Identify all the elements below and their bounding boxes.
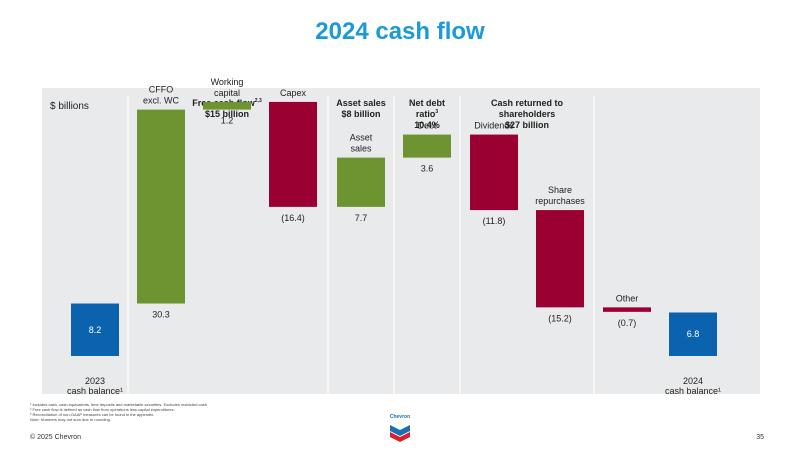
page-title: 2024 cash flow xyxy=(315,18,485,45)
footnote-2: ² Free cash flow is defined as cash flow… xyxy=(30,407,175,412)
bar-label-8-line-2: repurchases xyxy=(535,196,585,206)
group-superscript-3: 3 xyxy=(435,109,438,115)
unit-label: $ billions xyxy=(50,101,89,112)
bar-label-9-line-1: Other xyxy=(616,293,639,303)
footnotes: ¹ Includes cash, cash equivalents, time … xyxy=(30,402,207,422)
bar-label-5-line-2: sales xyxy=(350,144,372,154)
bar-value-1: 8.2 xyxy=(89,325,102,335)
bar-label-6-line-1: Debt xyxy=(417,121,437,131)
bar-5 xyxy=(337,157,385,207)
bar-label-5-line-1: Asset xyxy=(350,133,373,143)
chevron-logo-icon xyxy=(390,425,410,442)
bar-value-3: 1.2 xyxy=(221,116,234,126)
bar-label-1-line-1: 2023 xyxy=(85,376,105,386)
bar-4 xyxy=(269,101,317,207)
group-title-3: Net debt xyxy=(409,98,445,108)
bar-label-1-line-2: cash balance¹ xyxy=(67,386,123,396)
logo-text: Chevron xyxy=(389,414,411,420)
bar-9 xyxy=(603,307,651,312)
bar-label-4-line-1: Capex xyxy=(280,88,307,98)
bar-label-8-line-1: Share xyxy=(548,185,572,195)
page-number: 35 xyxy=(756,434,764,441)
group-title2-3: ratio3 xyxy=(416,109,439,119)
bar-2 xyxy=(137,109,185,304)
group-subtitle-1: $15 billion xyxy=(205,109,249,119)
bar-value-10: 6.8 xyxy=(687,329,700,339)
bar-6 xyxy=(403,134,451,158)
footnote-1: ¹ Includes cash, cash equivalents, time … xyxy=(30,402,207,407)
bar-label-2-line-1: CFFO xyxy=(149,85,174,95)
copyright: © 2025 Chevron xyxy=(30,434,82,441)
group-subtitle-3: 10.4% xyxy=(414,120,440,130)
bar-label-3-line-2: capital xyxy=(214,88,240,98)
bar-label-10-line-1: 2024 xyxy=(683,376,703,386)
bar-1 xyxy=(71,303,119,356)
bar-value-8: (15.2) xyxy=(548,313,572,323)
bar-value-5: 7.7 xyxy=(355,213,368,223)
group-superscript-1: 2,3 xyxy=(255,98,262,104)
bar-label-3-line-1: Working xyxy=(211,77,244,87)
bar-value-2: 30.3 xyxy=(152,310,170,320)
group-title2-4: shareholders xyxy=(499,109,556,119)
footnote-3: ³ Reconciliation of non-GAAP measures ca… xyxy=(30,412,155,417)
bar-7 xyxy=(470,134,518,211)
bar-value-6: 3.6 xyxy=(421,164,434,174)
group-subtitle-4: $27 billion xyxy=(505,120,549,130)
bar-8 xyxy=(536,210,584,308)
bar-10 xyxy=(669,312,717,356)
footnote-4: Note: Numbers may not sum due to roundin… xyxy=(30,417,111,422)
bar-value-7: (11.8) xyxy=(483,216,506,226)
group-title-2: Asset sales xyxy=(336,98,386,108)
bar-label-10-line-2: cash balance¹ xyxy=(665,386,721,396)
group-subtitle-2: $8 billion xyxy=(341,109,380,119)
bar-value-4: (16.4) xyxy=(281,213,305,223)
group-title-4: Cash returned to xyxy=(491,98,564,108)
bar-3 xyxy=(203,101,251,110)
bar-label-2-line-2: excl. WC xyxy=(143,96,180,106)
bar-label-7-line-1: Dividends xyxy=(474,121,514,131)
bar-value-9: (0.7) xyxy=(618,318,637,328)
